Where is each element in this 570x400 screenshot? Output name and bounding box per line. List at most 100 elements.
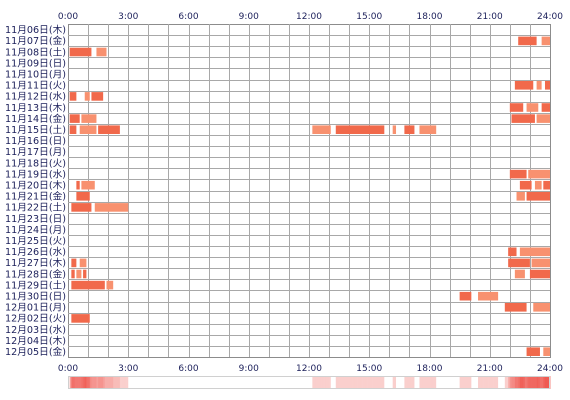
summary-strip-cell	[401, 376, 404, 389]
summary-strip-cell	[462, 376, 465, 389]
row-date-label: 11月13日(木)	[5, 102, 66, 114]
summary-strip-cell	[380, 376, 383, 389]
summary-strip-cell	[153, 376, 156, 389]
activity-bar	[526, 192, 550, 201]
activity-bar	[71, 280, 105, 290]
activity-bar	[98, 125, 120, 134]
summary-strip-cell	[93, 376, 96, 389]
summary-strip-cell	[108, 376, 111, 389]
row-date-label: 12月03日(水)	[5, 324, 66, 336]
summary-strip-cell	[290, 376, 293, 389]
row-date-label: 11月24日(月)	[5, 225, 66, 236]
activity-bar	[94, 203, 129, 212]
summary-strip-cell	[139, 376, 142, 389]
activity-bar	[419, 125, 437, 134]
summary-strip-cell	[243, 376, 246, 389]
summary-strip-cell	[339, 376, 342, 389]
summary-strip-cell	[201, 376, 204, 389]
summary-strip-cell	[215, 376, 218, 389]
summary-strip-cell	[467, 376, 471, 389]
summary-strip-cell	[422, 376, 425, 389]
summary-strip-cell	[417, 376, 420, 389]
summary-strip-cell	[396, 376, 399, 389]
summary-strip-cell	[280, 376, 283, 389]
summary-strip-cell	[531, 376, 534, 389]
summary-strip-cell	[508, 376, 511, 389]
activity-bar	[516, 192, 525, 201]
summary-strip-cell	[506, 376, 509, 389]
row-date-label: 11月21日(金)	[5, 191, 66, 203]
summary-strip-cell	[426, 376, 429, 389]
summary-strip-cell	[524, 376, 527, 389]
summary-strip-cell	[406, 376, 409, 389]
summary-strip-cell	[409, 376, 412, 389]
summary-strip-cell	[374, 376, 377, 389]
time-axis-bottom: 0:00 3:00 6:00 9:00 12:00 15:00 18:00 21:00 24:0…	[58, 364, 563, 374]
summary-strip-cell	[180, 376, 183, 389]
activity-bar	[79, 258, 87, 268]
summary-strip-cell	[200, 376, 203, 389]
activity-bar	[478, 291, 499, 301]
summary-strip-cell	[392, 376, 395, 389]
activity-bar	[335, 125, 385, 134]
summary-strip-cell	[183, 376, 186, 389]
summary-strip-cell	[297, 376, 300, 389]
activity-bar	[84, 92, 90, 101]
summary-strip-cell	[334, 376, 337, 389]
date-row-labels: 11月06日(木)11月07日(金)11月08日(土)11月09日(日)11月1…	[5, 24, 66, 358]
summary-strip-cell	[488, 376, 491, 389]
summary-strip-cell	[121, 376, 124, 389]
row-date-label: 11月07日(金)	[5, 35, 66, 47]
summary-strip-cell	[479, 376, 482, 389]
summary-strip-cell	[83, 376, 86, 389]
summary-strip-cell	[342, 376, 345, 389]
activity-bar	[508, 258, 530, 268]
summary-strip-cell	[170, 376, 173, 389]
summary-strip-cell	[529, 376, 532, 389]
summary-strip-cell	[190, 376, 193, 389]
summary-strip-cell	[457, 376, 460, 389]
summary-strip-cell	[391, 376, 394, 389]
hour-tick-label-top: 9:00	[239, 12, 259, 22]
summary-strip-cell	[335, 376, 338, 389]
activity-bar	[543, 180, 550, 190]
activity-bar	[526, 347, 540, 356]
activity-bar	[459, 291, 472, 301]
hour-tick-label-top: 12:00	[296, 12, 322, 22]
summary-strip-cell	[96, 376, 99, 389]
summary-strip-cell	[118, 376, 121, 389]
activity-bars	[69, 36, 550, 356]
hour-tick-label-bottom: 24:00	[537, 364, 563, 374]
summary-strip-cell	[344, 376, 347, 389]
summary-strip-cell	[370, 376, 373, 389]
summary-strip-cell	[352, 376, 355, 389]
summary-strip-cell	[148, 376, 151, 389]
summary-strip-cell	[173, 376, 176, 389]
summary-strip-cell	[250, 376, 253, 389]
summary-strip-cell	[242, 376, 245, 389]
activity-bar	[519, 180, 532, 190]
summary-strip-cell	[295, 376, 298, 389]
summary-strip-cell	[216, 376, 219, 389]
summary-strip-cell	[407, 376, 410, 389]
activity-bar	[69, 92, 77, 101]
summary-strip-cell	[325, 376, 328, 389]
summary-strip-cell	[303, 376, 307, 389]
summary-strip-cell	[136, 376, 139, 389]
summary-strip-cell	[161, 376, 164, 389]
summary-strip-cell	[302, 376, 305, 389]
summary-strip-cell	[111, 376, 114, 389]
summary-strip-cell	[163, 376, 166, 389]
summary-strip-cell	[536, 376, 539, 389]
summary-strip-cell	[436, 376, 439, 389]
summary-strip-cell	[226, 376, 230, 389]
summary-strip-cell	[402, 376, 405, 389]
activity-bar	[69, 114, 80, 123]
summary-strip-cell	[171, 376, 174, 389]
activity-bar	[526, 103, 539, 112]
summary-strip-cell	[158, 376, 161, 389]
summary-strip-cell	[543, 376, 546, 389]
summary-strip-cell	[270, 376, 273, 389]
summary-strip-cell	[501, 376, 504, 389]
